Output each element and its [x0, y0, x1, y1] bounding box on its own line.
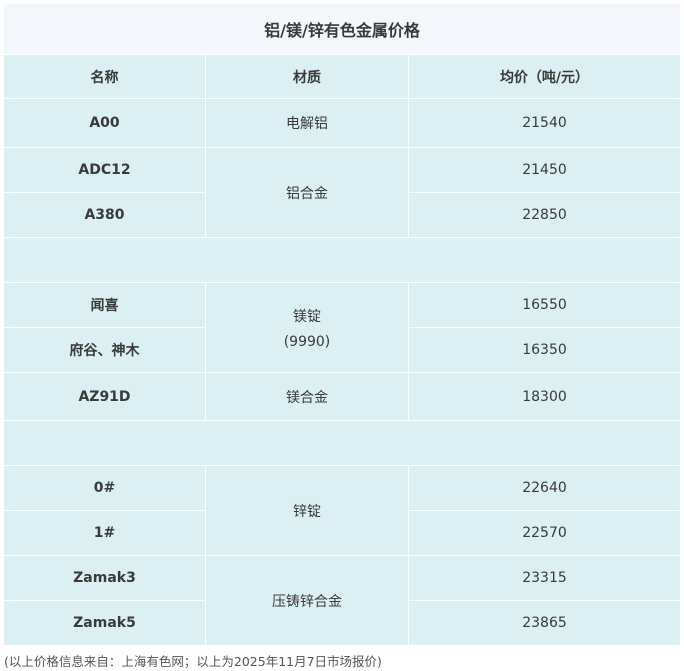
price-cell: 23315	[408, 555, 681, 601]
name-cell: ADC12	[3, 147, 206, 193]
material-cell: 镁合金	[205, 372, 409, 421]
table-row: A00 电解铝 21540	[3, 98, 681, 148]
header-price: 均价（吨/元）	[408, 54, 681, 99]
table-title: 铝/镁/锌有色金属价格	[3, 3, 681, 55]
price-cell: 23865	[408, 600, 681, 646]
source-footnote: (以上价格信息来自：上海有色网；以上为2025年11月7日市场报价)	[4, 654, 382, 669]
name-cell: Zamak3	[3, 555, 206, 601]
price-cell: 21540	[408, 98, 681, 148]
material-cell: 镁锭 (9990)	[205, 282, 409, 373]
spacer-row	[3, 420, 681, 466]
metal-price-table: 铝/镁/锌有色金属价格 名称 材质 均价（吨/元） A00 电解铝 21540 …	[3, 3, 681, 646]
header-name: 名称	[3, 54, 206, 99]
material-cell: 铝合金	[205, 147, 409, 238]
material-cell: 电解铝	[205, 98, 409, 148]
material-line: 镁锭	[293, 308, 321, 325]
table-row: 0# 锌锭 22640	[3, 465, 681, 556]
table-row: Zamak5 23865	[3, 600, 681, 646]
table-row: ADC12 铝合金 21450	[3, 147, 681, 238]
name-cell: A00	[3, 98, 206, 148]
table-row: 闻喜 镁锭 (9990) 16550	[3, 282, 681, 373]
material-cell: 锌锭	[205, 465, 409, 556]
price-cell: 21450	[408, 147, 681, 193]
price-cell: 16550	[408, 282, 681, 328]
name-cell: AZ91D	[3, 372, 206, 421]
name-cell: A380	[3, 192, 206, 238]
table-row: 1# 22570	[3, 510, 681, 556]
table-row: AZ91D 镁合金 18300	[3, 372, 681, 421]
name-cell: 0#	[3, 465, 206, 511]
price-cell: 18300	[408, 372, 681, 421]
table-row: A380 22850	[3, 192, 681, 238]
name-cell: 闻喜	[3, 282, 206, 328]
table-row: Zamak3 压铸锌合金 23315	[3, 555, 681, 646]
name-cell: 府谷、神木	[3, 327, 206, 373]
material-grade: (9990)	[283, 333, 331, 350]
name-cell: Zamak5	[3, 600, 206, 646]
spacer-row	[3, 237, 681, 283]
price-cell: 22850	[408, 192, 681, 238]
price-cell: 22640	[408, 465, 681, 511]
name-cell: 1#	[3, 510, 206, 556]
material-cell: 压铸锌合金	[205, 555, 409, 646]
price-cell: 16350	[408, 327, 681, 373]
price-cell: 22570	[408, 510, 681, 556]
header-material: 材质	[205, 54, 409, 99]
table-row: 府谷、神木 16350	[3, 327, 681, 373]
